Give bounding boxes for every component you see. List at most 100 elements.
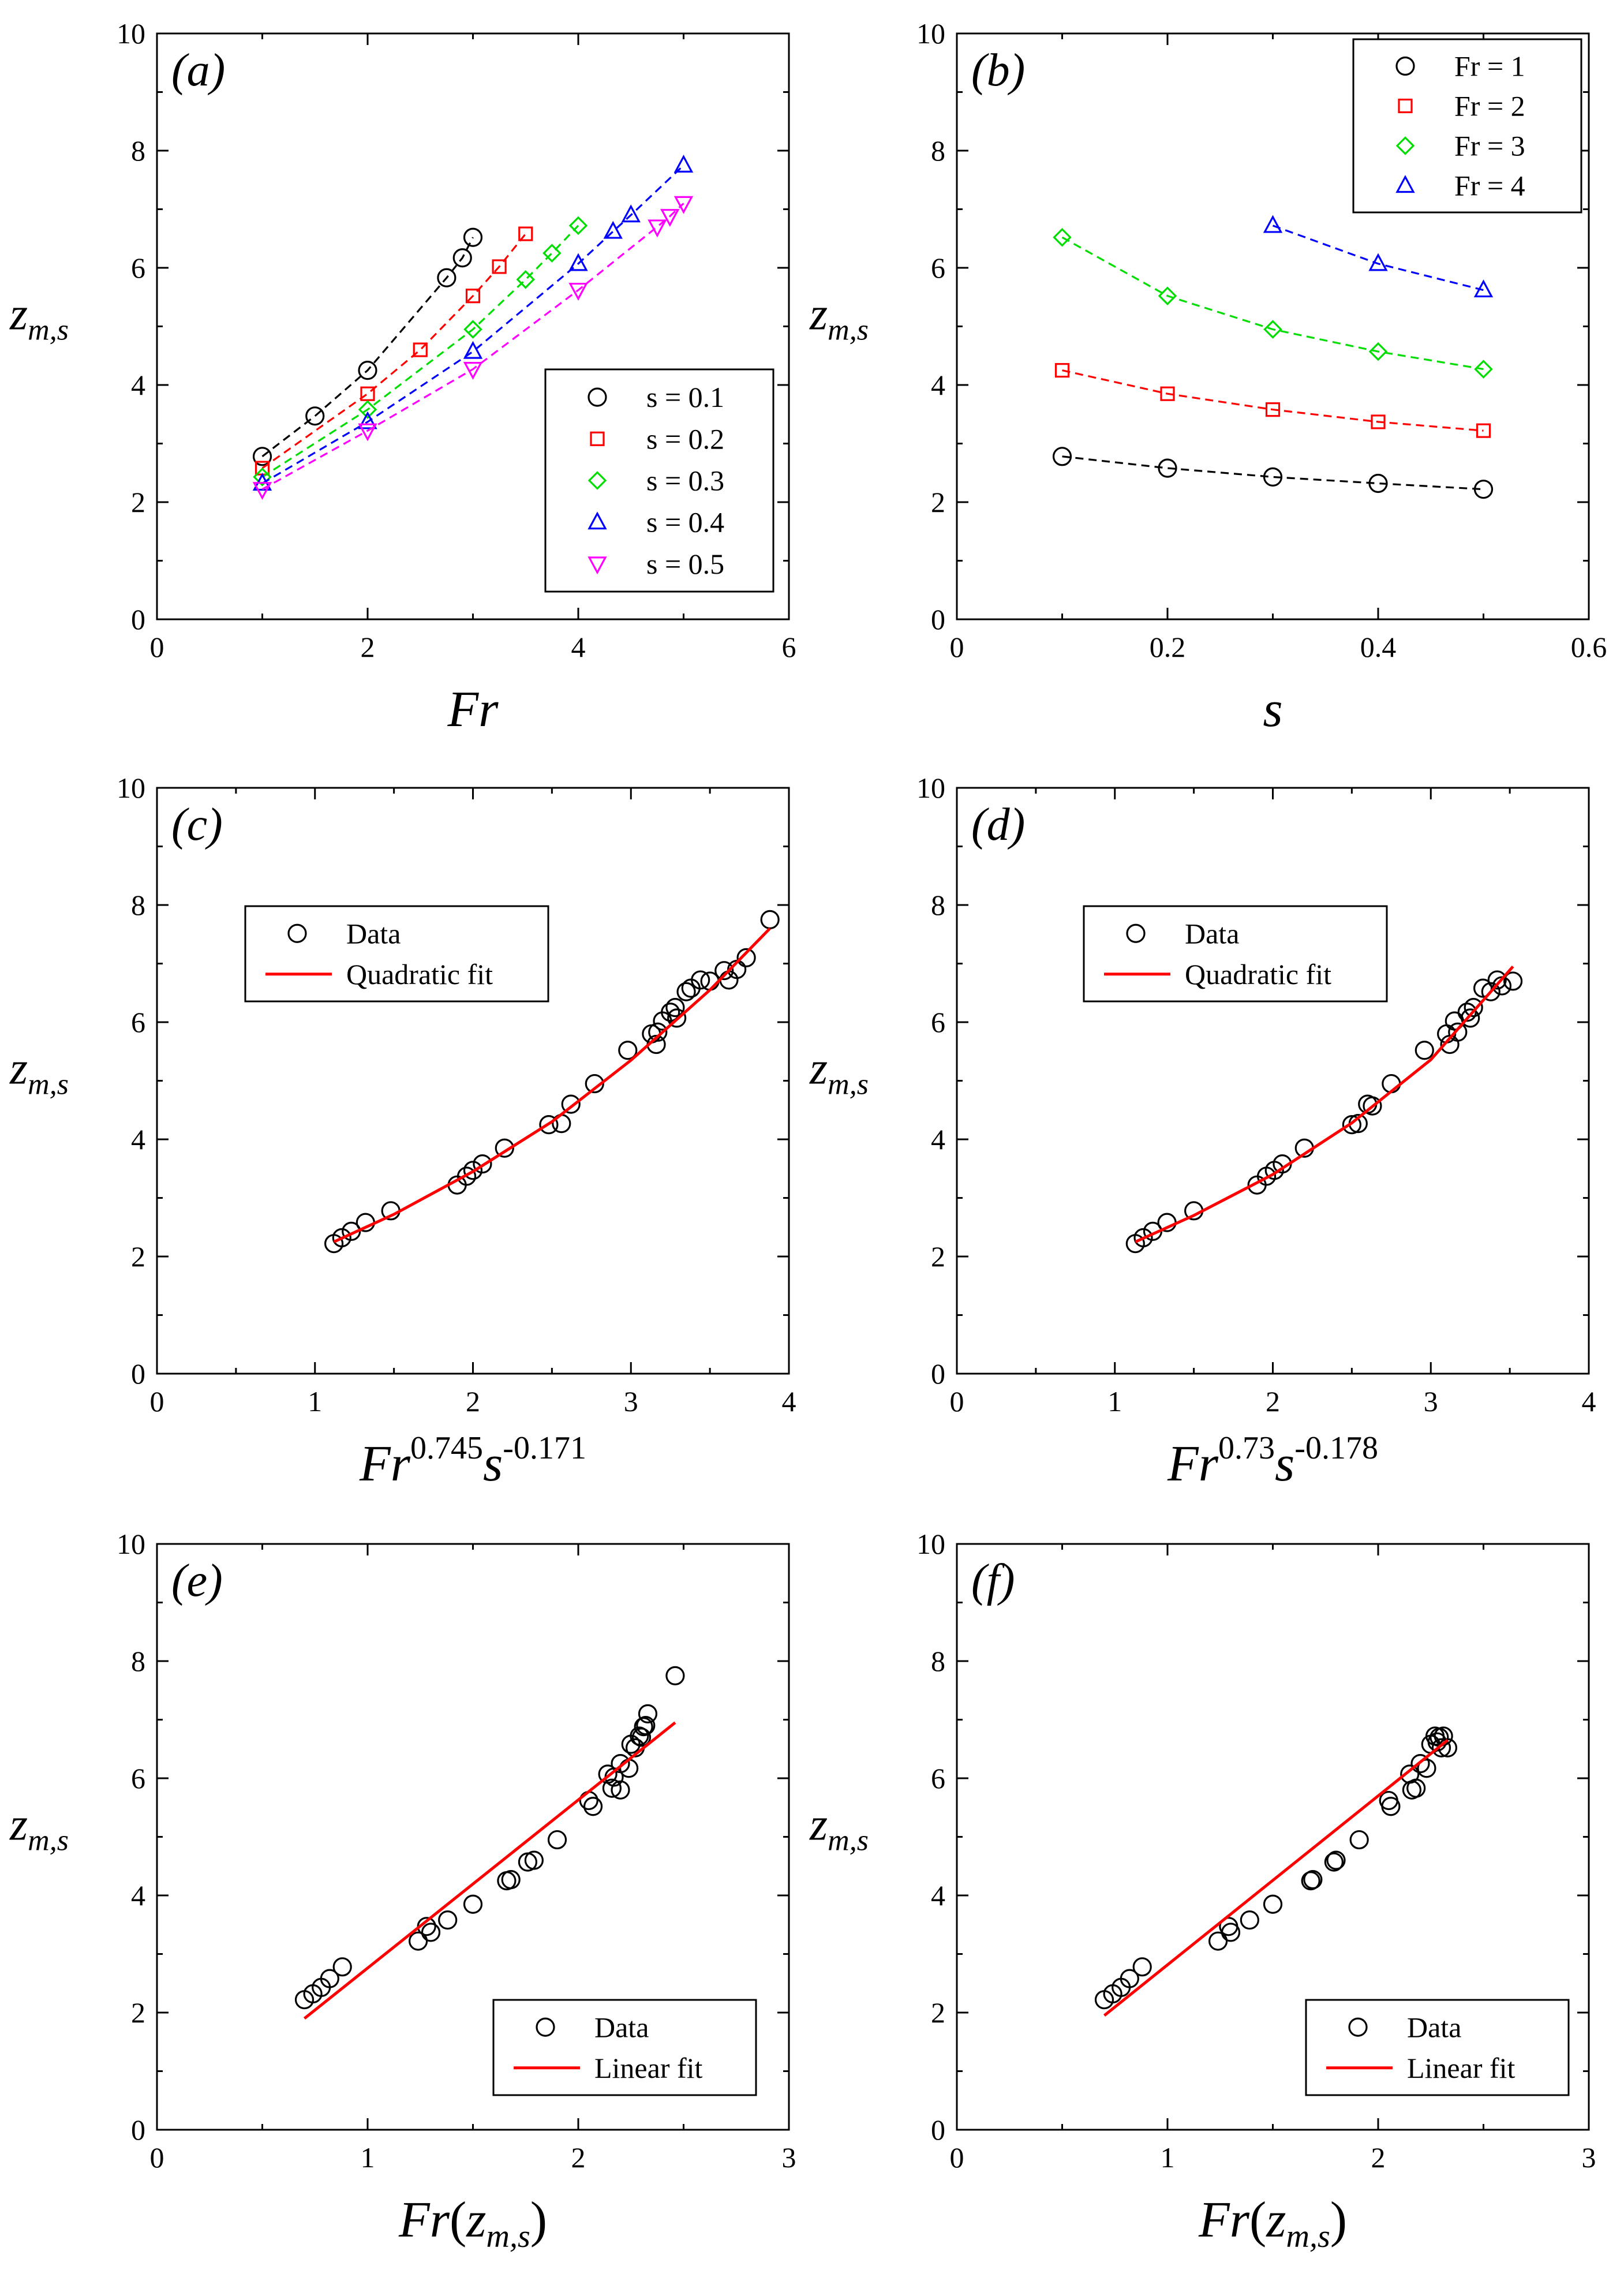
series-linear-fit <box>303 1721 676 2020</box>
data-point <box>631 1727 652 1747</box>
y-tick-label: 10 <box>916 17 945 50</box>
data-point <box>1503 971 1523 991</box>
x-tick-label: 0 <box>150 631 164 663</box>
y-tick-label: 10 <box>916 1528 945 1560</box>
data-point <box>1342 1115 1361 1135</box>
data-point <box>456 1166 477 1186</box>
data-point <box>1120 1969 1139 1988</box>
data-point <box>691 970 710 990</box>
series-line <box>261 233 527 469</box>
y-tick-label: 6 <box>931 1762 945 1794</box>
series-quadratic-fit <box>1135 965 1514 1243</box>
x-tick-label: 3 <box>1424 1385 1438 1418</box>
y-tick-label: 4 <box>131 1879 145 1912</box>
legend-label: s = 0.5 <box>646 548 724 580</box>
legend-label: s = 0.2 <box>646 422 724 455</box>
data-point <box>252 447 272 466</box>
legend-label: s = 0.3 <box>646 465 724 497</box>
y-tick-label: 2 <box>131 1240 145 1273</box>
fit-line <box>333 927 771 1243</box>
data-point <box>1431 1738 1451 1757</box>
data-point <box>495 1138 514 1158</box>
legend-symbol <box>1395 136 1415 155</box>
x-tick-label: 1 <box>361 2141 375 2174</box>
data-point <box>1265 402 1281 417</box>
legend-symbol <box>1348 2017 1368 2037</box>
data-point <box>636 1716 656 1736</box>
panel-d: 0 1 2 3 4 0 2 4 6 8 10 (d) zm,s Fr0.73s-0.178 Data Quad… <box>809 772 1596 1492</box>
x-tick-label: 2 <box>1371 2141 1386 2174</box>
legend-label: Linear fit <box>594 2052 703 2084</box>
data-point <box>667 1008 687 1028</box>
legend: Data Linear fit <box>492 1999 757 2096</box>
data-point <box>413 342 428 357</box>
data-point <box>518 226 533 241</box>
legend-symbol <box>1395 175 1415 193</box>
legend-label: s = 0.1 <box>646 381 724 413</box>
data-point <box>579 1790 598 1811</box>
data-point <box>568 282 588 301</box>
data-point <box>1474 360 1493 379</box>
y-tick-label: 0 <box>131 603 145 635</box>
data-point <box>1158 286 1177 305</box>
series-fr-2 <box>1054 363 1491 438</box>
data-point <box>1410 1754 1430 1774</box>
data-point <box>648 1022 668 1042</box>
x-axis-label: Fr0.73s-0.178 <box>1167 1430 1378 1492</box>
legend-box <box>544 368 774 593</box>
x-tick-label: 2 <box>1266 1385 1280 1418</box>
legend-box <box>492 1999 757 2096</box>
data-point <box>673 155 694 173</box>
y-tick-label: 6 <box>131 1006 145 1038</box>
data-point <box>358 411 377 429</box>
legend-symbol <box>1126 923 1146 943</box>
data-point <box>621 204 641 223</box>
series-line <box>261 203 684 491</box>
x-tick-label: 0 <box>950 2141 964 2174</box>
data-point <box>568 253 588 271</box>
y-tick-label: 10 <box>117 17 145 50</box>
data-point <box>408 1931 428 1951</box>
panel-c: 0 1 2 3 4 0 2 4 6 8 10 (c) zm,s Fr0.745s-0.171 Data Qua… <box>9 772 796 1492</box>
data-point <box>1324 1852 1344 1872</box>
x-tick-label: 4 <box>782 1385 796 1418</box>
data-point <box>583 1797 603 1816</box>
y-tick-label: 2 <box>131 1996 145 2029</box>
series-line <box>1061 236 1484 371</box>
data-point <box>1052 447 1072 466</box>
series-data <box>1125 970 1523 1254</box>
legend-symbol <box>1398 98 1413 114</box>
data-point <box>437 268 456 287</box>
data-point <box>332 1228 351 1248</box>
legend-box <box>244 905 549 1003</box>
series-line <box>261 237 474 458</box>
data-point <box>492 259 507 274</box>
data-point <box>1221 1923 1241 1942</box>
data-point <box>568 216 588 235</box>
y-tick-label: 4 <box>131 369 145 401</box>
y-tick-label: 6 <box>931 1006 945 1038</box>
panel-label: (f) <box>971 1555 1015 1606</box>
data-point <box>547 1830 567 1850</box>
x-tick-label: 4 <box>571 631 586 663</box>
data-point <box>1263 1894 1283 1914</box>
series-s-0-1 <box>252 227 483 466</box>
y-tick-label: 2 <box>931 1996 945 2029</box>
data-point <box>561 1094 581 1114</box>
data-point <box>1263 215 1283 233</box>
panel-label: (e) <box>171 1555 223 1606</box>
y-tick-label: 4 <box>931 1879 945 1912</box>
x-axis-label: Fr <box>447 682 499 738</box>
y-tick-label: 4 <box>931 369 945 401</box>
data-point <box>1406 1778 1426 1798</box>
plot-frame <box>156 787 790 1375</box>
data-point <box>358 361 377 380</box>
y-tick-label: 2 <box>131 486 145 518</box>
data-point <box>1476 423 1491 438</box>
legend-label: Fr = 2 <box>1454 90 1525 122</box>
y-tick-label: 8 <box>131 889 145 921</box>
x-tick-label: 4 <box>1582 1385 1596 1418</box>
data-point <box>1381 1797 1401 1816</box>
series-line <box>1272 225 1484 291</box>
x-axis-label: Fr(zm,s) <box>398 2192 547 2254</box>
